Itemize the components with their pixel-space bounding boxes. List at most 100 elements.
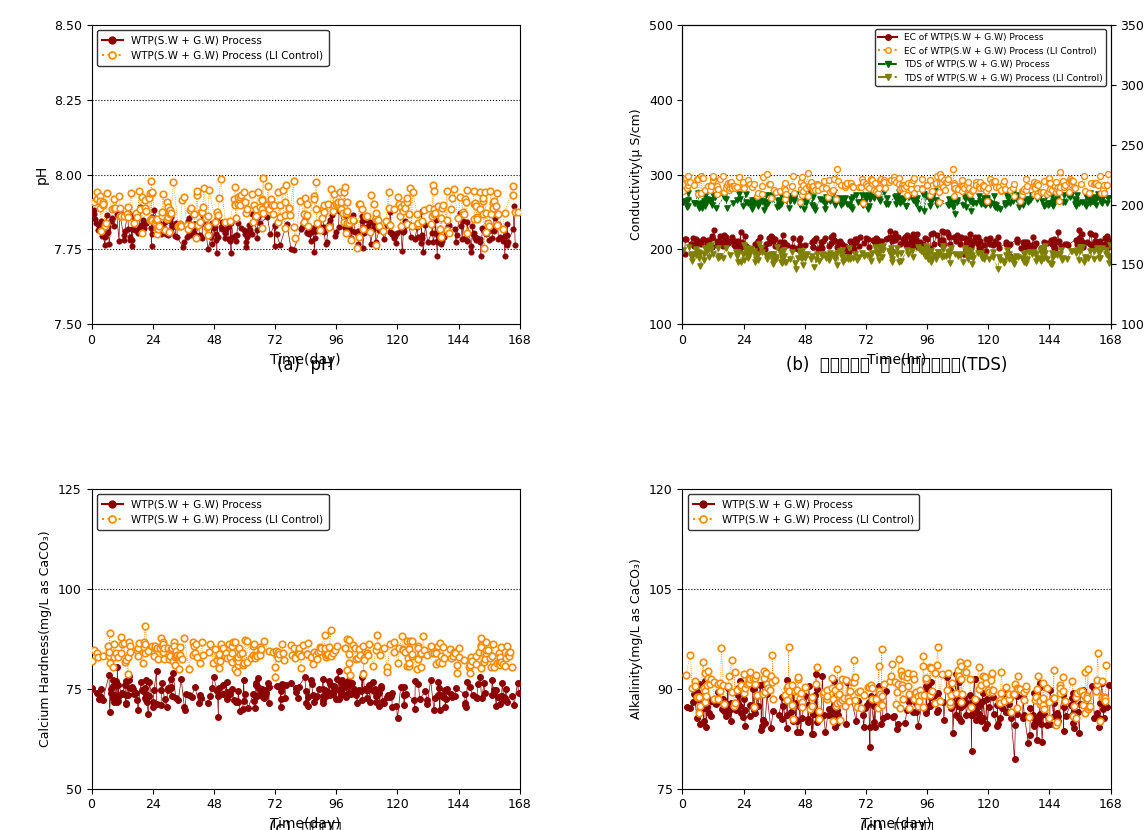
Point [775,255,793,268]
Point [180,662,198,676]
Point [882,248,900,261]
Point [497,238,515,251]
Point [709,183,727,196]
Point [808,660,827,673]
Point [472,250,490,263]
Point [472,639,490,652]
Point [465,227,483,240]
Point [88,650,106,663]
Point [340,687,358,701]
Point [397,196,416,209]
Point [964,183,982,196]
Point [1079,691,1097,705]
Point [977,199,995,212]
Point [1001,183,1019,197]
Point [915,247,933,261]
Point [1000,191,1018,204]
Point [951,248,970,261]
Point [890,652,908,666]
Point [223,656,242,669]
Point [856,232,875,245]
Point [1029,186,1048,199]
Point [1034,242,1052,255]
Point [739,197,757,210]
Point [927,252,946,266]
Point [1020,192,1039,205]
Point [177,687,196,701]
Point [246,650,264,663]
Point [1085,712,1104,725]
Point [180,211,198,224]
Point [368,696,386,709]
Point [946,207,964,220]
Point [294,217,313,230]
Point [824,229,843,242]
Point [388,657,406,670]
Point [1043,257,1061,271]
Point [247,203,266,216]
Point [981,669,1000,682]
Point [488,187,506,200]
Point [894,236,913,249]
Point [909,241,927,254]
Point [1080,186,1098,199]
Point [179,214,197,227]
Point [811,192,829,205]
Point [269,186,287,199]
Point [695,183,713,197]
Point [149,216,167,229]
Point [927,170,946,183]
Point [965,231,984,244]
Point [887,247,906,261]
Point [94,198,112,211]
Point [310,223,329,237]
Point [327,640,346,653]
Point [922,676,940,689]
Point [418,235,436,248]
Point [171,218,189,232]
Point [955,182,973,195]
Point [137,216,156,229]
Point [424,178,442,192]
Point [1087,193,1105,206]
Point [212,173,230,186]
Point [106,202,125,215]
Point [100,649,118,662]
Point [294,219,313,232]
Point [1079,251,1097,264]
Point [433,202,451,215]
Y-axis label: Conductivity(μ S/cm): Conductivity(μ S/cm) [630,109,643,241]
Point [1001,237,1019,251]
Point [306,225,324,238]
Point [1087,234,1105,247]
Point [346,226,364,239]
Point [245,637,263,651]
Point [1004,687,1022,701]
Point [152,227,171,240]
Point [695,685,713,698]
Point [1055,174,1073,188]
Point [756,716,774,730]
Point [420,202,439,215]
Point [285,642,303,655]
Point [820,702,838,715]
Point [783,231,802,244]
Point [473,221,491,234]
Point [998,706,1017,719]
Point [104,660,123,673]
Point [736,243,755,256]
Point [389,191,408,204]
Point [207,227,226,241]
Point [840,234,859,247]
Point [827,198,845,212]
Point [322,677,340,691]
Point [335,180,354,193]
Point [321,217,339,231]
Point [316,237,334,251]
Point [740,245,758,258]
Point [854,709,872,722]
Point [840,241,859,254]
Point [458,183,476,197]
Point [828,258,846,271]
Point [876,684,894,697]
